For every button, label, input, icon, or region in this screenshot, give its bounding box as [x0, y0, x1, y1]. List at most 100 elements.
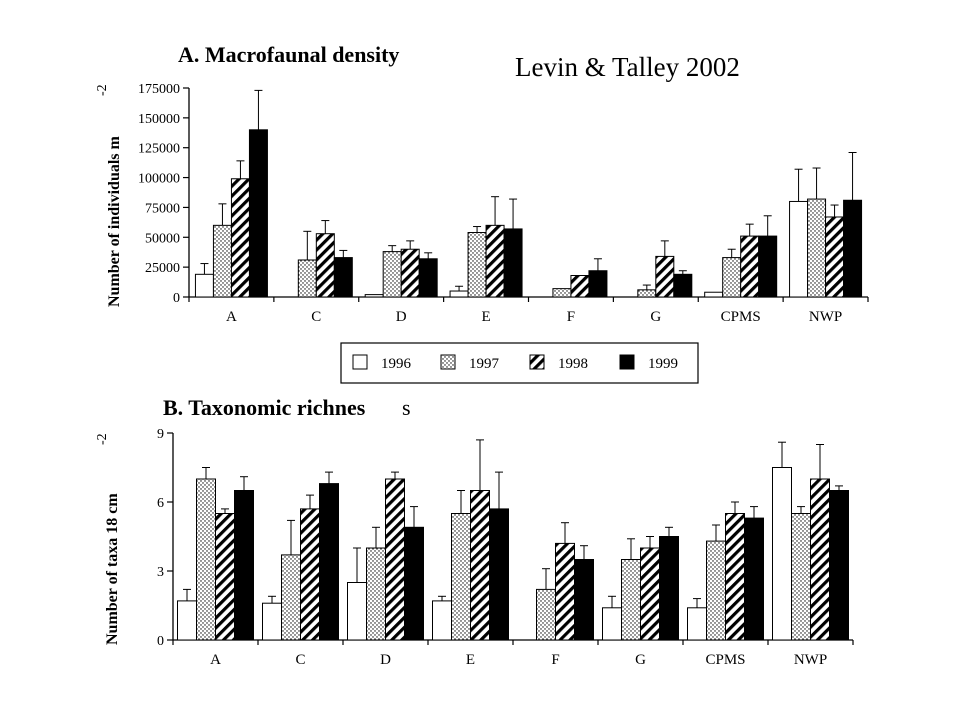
panel-b-category-label: NWP [794, 652, 827, 668]
panel-b-bar-1998 [300, 508, 320, 641]
legend: 1996 1997 1998 1999 [340, 342, 699, 384]
panel-b-bar-1997 [791, 513, 811, 641]
panel-a-y-tick-label: 25000 [145, 261, 180, 276]
panel-a-y-tick-label: 100000 [138, 172, 180, 187]
panel-b-bar-1999 [659, 536, 679, 641]
panel-a-bar-1999 [758, 235, 778, 298]
panel-b-bar-1997 [706, 540, 726, 641]
panel-a-bar-1996 [194, 273, 214, 298]
panel-a-bar-1998 [740, 235, 760, 298]
panel-b-bar-1997 [536, 588, 556, 641]
panel-b-bar-1999 [234, 490, 254, 641]
panel-b-y-tick-label: 0 [157, 634, 164, 649]
legend-swatch-1998 [529, 354, 545, 370]
panel-b-bar-1997 [281, 554, 301, 641]
panel-b-plot: 0 3 6 9 A C D E F G CPMS NWP [157, 427, 854, 668]
panel-b-bar-1996 [177, 600, 197, 641]
panel-b-bar-1999 [829, 490, 849, 641]
panel-a-bar-1999 [503, 228, 523, 298]
panel-b-bar-1999 [489, 508, 509, 641]
panel-a-bar-1997 [807, 198, 827, 298]
panel-a-bar-1997 [467, 232, 487, 298]
panel-a-bar-1998 [315, 233, 335, 298]
panel-a-bar-1998 [825, 216, 845, 298]
panel-a-y-tick-label: 75000 [145, 201, 180, 216]
panel-a-bar-1997 [722, 257, 742, 298]
panel-b-bar-1996 [602, 607, 622, 641]
panel-a-category-label: F [567, 309, 575, 325]
panel-b-ylabel-superscript: -2 [95, 433, 110, 445]
legend-label-1996: 1996 [381, 356, 412, 372]
panel-b-bar-1999 [574, 559, 594, 641]
panel-a-bar-1997 [552, 288, 572, 298]
panel-b-bar-1997 [366, 547, 386, 641]
panel-a-category-label: G [650, 309, 661, 325]
panel-b-y-tick-label: 3 [157, 565, 164, 580]
panel-b-bar-1997 [621, 559, 641, 641]
panel-a-category-label: A [226, 309, 237, 325]
citation-text: Levin & Talley 2002 [515, 52, 740, 82]
panel-a-ylabel: Number of individuals m [106, 135, 123, 307]
panel-a-category-label: CPMS [721, 309, 761, 325]
panel-a-y-tick-label: 175000 [138, 82, 180, 97]
panel-b-category-label: C [295, 652, 305, 668]
panel-a-y-tick-label: 150000 [138, 112, 180, 127]
panel-b-bar-1996 [772, 467, 792, 641]
panel-b-title-tail: s [402, 395, 411, 420]
panel-a-bar-1999 [333, 257, 353, 298]
panel-b-bar-1997 [451, 513, 471, 641]
panel-a-bar-1998 [655, 255, 675, 298]
panel-b-category-label: G [635, 652, 646, 668]
panel-b-y-tick-label: 9 [157, 427, 164, 442]
legend-box [340, 342, 699, 384]
panel-a-y-tick-label: 0 [173, 291, 180, 306]
panel-b-bar-1998 [810, 478, 830, 641]
panel-a-y-tick-label: 50000 [145, 231, 180, 246]
panel-a-bar-1996 [364, 294, 384, 298]
panel-b-bar-1999 [744, 517, 764, 641]
panel-b-bar-1996 [347, 582, 367, 641]
panel-b-bar-1996 [262, 602, 282, 641]
panel-a-ylabel-superscript: -2 [95, 84, 110, 96]
panel-b-bar-1998 [215, 513, 235, 641]
panel-a-category-label: D [396, 309, 407, 325]
panel-b-bar-1996 [432, 600, 452, 641]
panel-a-bar-1996 [789, 200, 809, 298]
panel-a-bar-1997 [382, 251, 402, 298]
panel-a-bar-1999 [673, 273, 693, 298]
panel-a-bar-1996 [449, 290, 469, 298]
panel-b-ylabel: Number of taxa 18 cm [104, 493, 121, 645]
panel-a-bar-1999 [843, 199, 863, 298]
panel-a-bar-1997 [212, 224, 232, 298]
panel-b-category-label: CPMS [705, 652, 745, 668]
legend-swatch-1999 [619, 354, 635, 370]
panel-b-category-label: D [380, 652, 391, 668]
panel-a-bar-1997 [637, 289, 657, 298]
panel-b-bar-1998 [640, 547, 660, 641]
panel-a-bar-1996 [704, 291, 724, 298]
panel-a-bar-1998 [570, 275, 590, 298]
panel-b-category-label: A [210, 652, 221, 668]
legend-swatch-1996 [352, 354, 368, 370]
panel-a-bar-1999 [418, 258, 438, 298]
legend-label-1997: 1997 [469, 356, 500, 372]
panel-b-bar-1998 [555, 542, 575, 641]
panel-b-bar-1998 [725, 513, 745, 641]
panel-a-category-label: E [481, 309, 490, 325]
panel-b-y-tick-label: 6 [157, 496, 164, 511]
panel-b-bar-1998 [385, 478, 405, 641]
panel-b-category-label: E [466, 652, 475, 668]
panel-a-plot: 0 25000 50000 75000 100000 125000 150000 175000… [138, 82, 869, 325]
panel-b-bar-1999 [404, 526, 424, 641]
panel-b-bar-1996 [687, 607, 707, 641]
panel-a-bar-1998 [400, 248, 420, 298]
panel-a-title: A. Macrofaunal density [178, 42, 399, 67]
panel-a-bar-1998 [485, 224, 505, 298]
panel-a-bar-1998 [230, 178, 250, 298]
panel-b-bar-1997 [196, 478, 216, 641]
panel-b-bar-1999 [319, 483, 339, 641]
panel-a-bar-1999 [588, 270, 608, 298]
panel-a-category-label: NWP [809, 309, 842, 325]
legend-swatch-1997 [440, 354, 456, 370]
